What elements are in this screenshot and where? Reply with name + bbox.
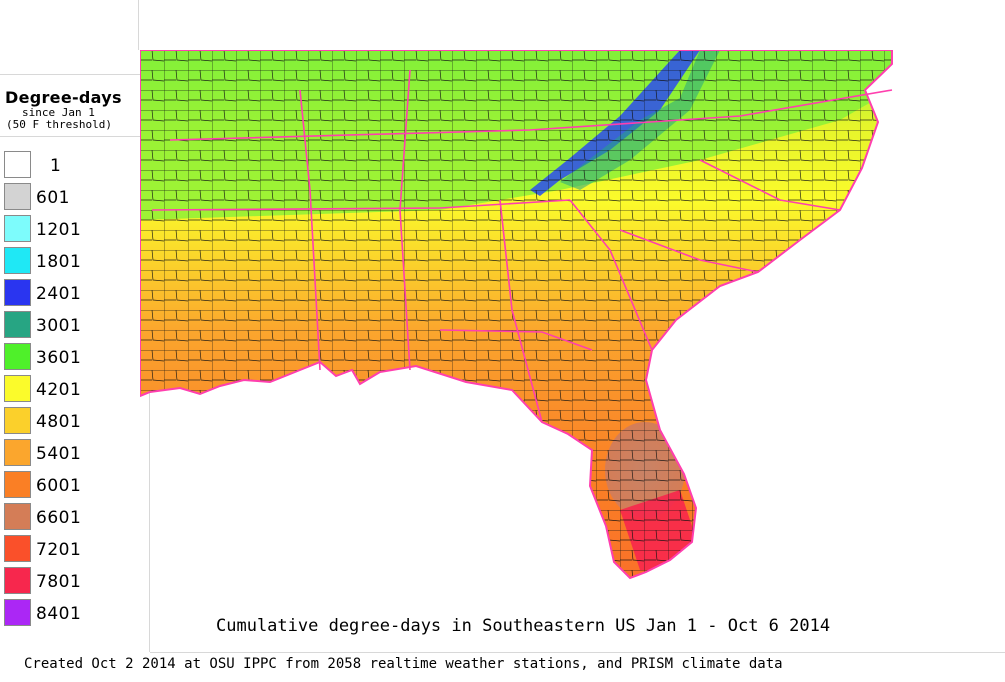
legend-label: 7801 bbox=[36, 572, 82, 592]
map-bottom-border bbox=[150, 652, 1005, 653]
legend-label: 4801 bbox=[36, 412, 82, 432]
degree-day-map bbox=[140, 50, 893, 579]
legend-label: 1801 bbox=[36, 252, 82, 272]
legend-item: 4801 bbox=[4, 407, 144, 435]
legend-title: Degree-days bbox=[5, 88, 122, 107]
legend-item: 1801 bbox=[4, 247, 144, 275]
legend-item: 6601 bbox=[4, 503, 144, 531]
legend-swatch bbox=[4, 599, 31, 626]
legend-swatch bbox=[4, 567, 31, 594]
legend-item: 8401 bbox=[4, 599, 144, 627]
legend-swatch bbox=[4, 375, 31, 402]
frame-line-top bbox=[138, 0, 139, 50]
legend-item: 3601 bbox=[4, 343, 144, 371]
legend-subtitle-threshold: (50 F threshold) bbox=[6, 118, 112, 131]
legend-label: 3601 bbox=[36, 348, 82, 368]
legend-label: 1201 bbox=[36, 220, 82, 240]
legend-label: 6601 bbox=[36, 508, 82, 528]
legend-item: 7201 bbox=[4, 535, 144, 563]
legend-item: 7801 bbox=[4, 567, 144, 595]
legend-label: 4201 bbox=[36, 380, 82, 400]
legend-label: 8401 bbox=[36, 604, 82, 624]
legend-item: 3001 bbox=[4, 311, 144, 339]
legend-label: 1 bbox=[50, 156, 62, 176]
legend-item: 2401 bbox=[4, 279, 144, 307]
legend-swatch bbox=[4, 343, 31, 370]
legend-swatch bbox=[4, 247, 31, 274]
legend-label: 6001 bbox=[36, 476, 82, 496]
legend-item: 601 bbox=[4, 183, 144, 211]
legend-swatch bbox=[4, 151, 31, 178]
legend-swatch bbox=[4, 535, 31, 562]
map-title: Cumulative degree-days in Southeastern U… bbox=[216, 616, 831, 636]
legend-swatch bbox=[4, 439, 31, 466]
legend-swatch bbox=[4, 471, 31, 498]
legend-label: 7201 bbox=[36, 540, 82, 560]
legend-swatch bbox=[4, 503, 31, 530]
legend-item: 4201 bbox=[4, 375, 144, 403]
legend-label: 2401 bbox=[36, 284, 82, 304]
legend-swatch bbox=[4, 215, 31, 242]
credit-line: Created Oct 2 2014 at OSU IPPC from 2058… bbox=[24, 656, 783, 672]
legend-item: 1 bbox=[4, 151, 144, 179]
legend-divider bbox=[0, 136, 150, 137]
legend-item: 6001 bbox=[4, 471, 144, 499]
legend-swatch bbox=[4, 279, 31, 306]
legend-swatch bbox=[4, 311, 31, 338]
legend-swatch bbox=[4, 407, 31, 434]
legend-item: 5401 bbox=[4, 439, 144, 467]
legend-swatch bbox=[4, 183, 31, 210]
legend-top-border bbox=[0, 74, 150, 75]
legend-label: 3001 bbox=[36, 316, 82, 336]
legend-item: 1201 bbox=[4, 215, 144, 243]
legend-label: 5401 bbox=[36, 444, 82, 464]
legend-subtitle-since: since Jan 1 bbox=[22, 106, 95, 119]
legend-label: 601 bbox=[36, 188, 70, 208]
